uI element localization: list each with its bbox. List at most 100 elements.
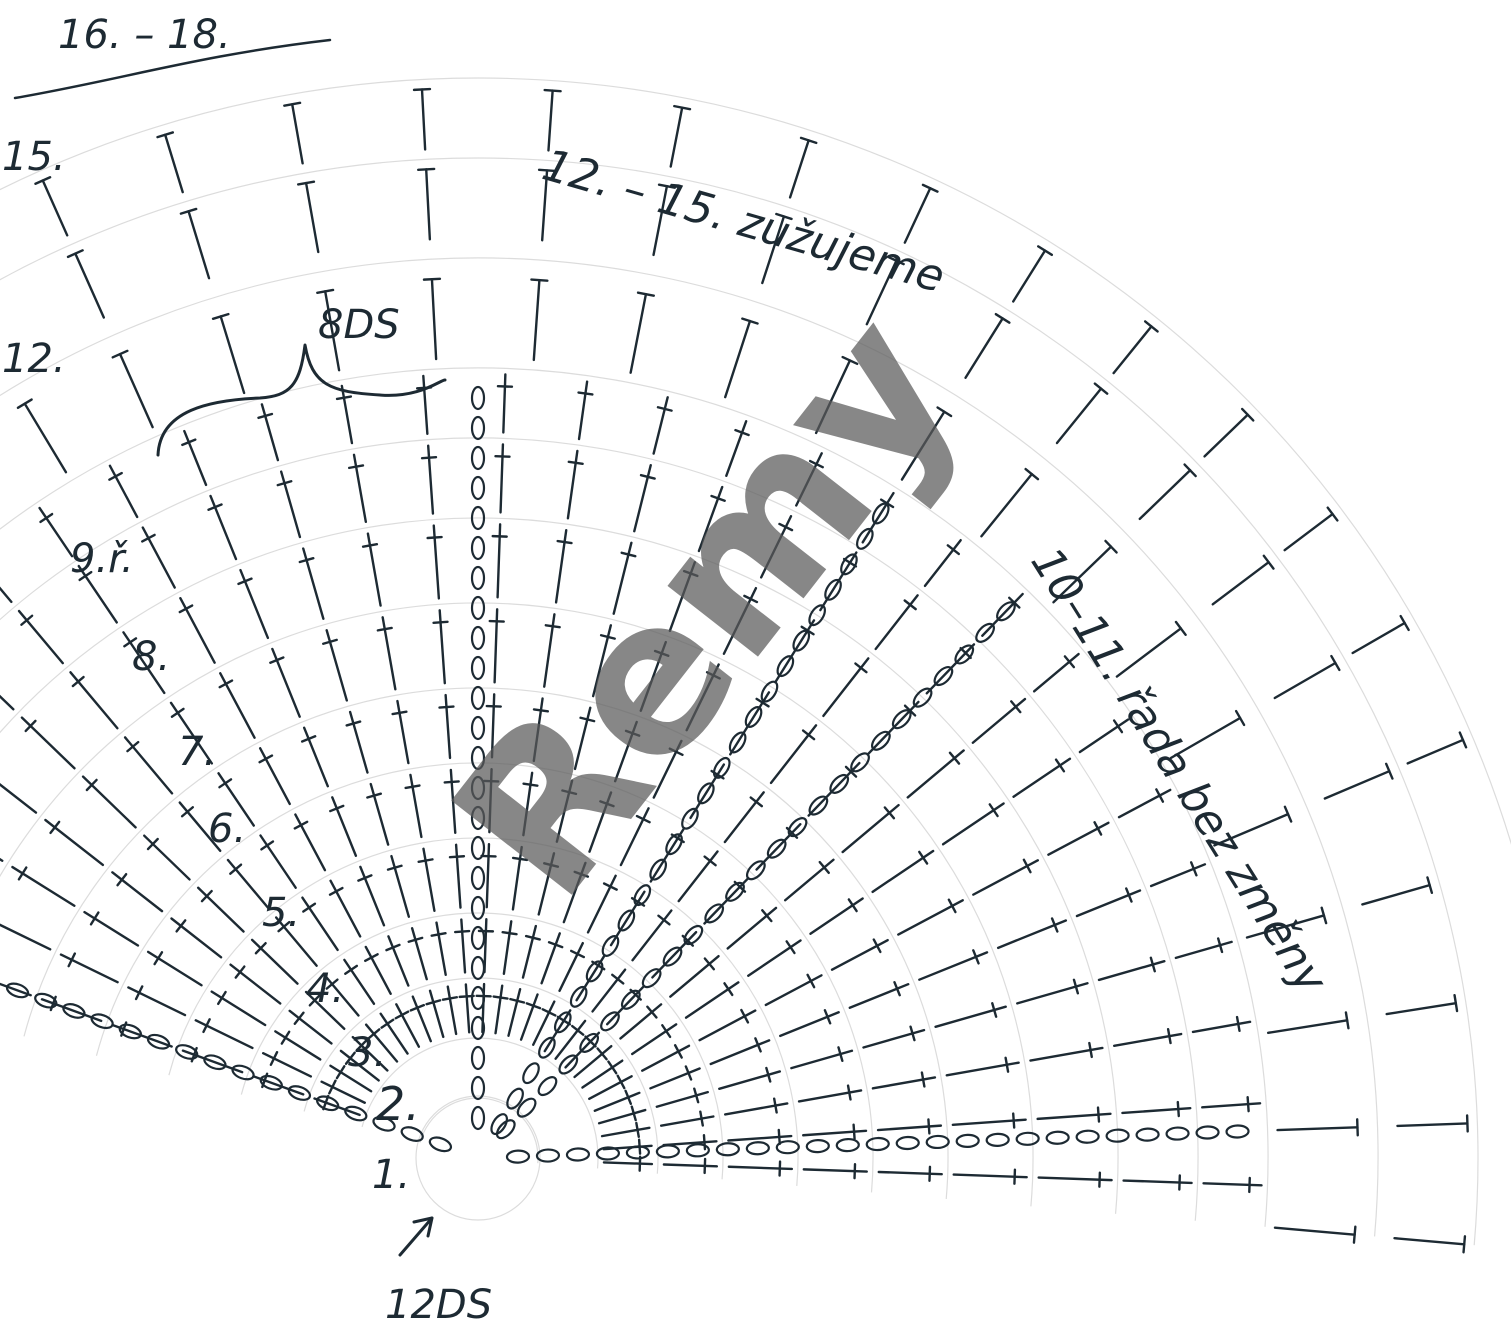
stitch-bar — [156, 131, 175, 139]
stitch-bar — [441, 996, 458, 1001]
stitch-bar — [49, 820, 61, 835]
stitch-bar — [269, 656, 285, 664]
stitch-post — [483, 917, 488, 974]
stitch-post — [723, 791, 765, 844]
stitch-post — [226, 858, 270, 910]
chain-stitch — [287, 1085, 312, 1101]
stitch-post — [779, 1011, 840, 1038]
watermark: Remy — [406, 270, 1005, 941]
chain-stitch — [505, 1149, 531, 1164]
chain-stitch — [118, 1023, 142, 1040]
stitch-post — [446, 985, 458, 1036]
stitch-post — [876, 1124, 943, 1132]
stitch-post — [602, 1161, 654, 1166]
chain-stitch — [595, 1146, 621, 1161]
stitch-post — [1245, 914, 1326, 939]
stitch-bar — [1004, 1056, 1010, 1073]
row-guide-arc — [303, 977, 659, 1174]
stitch-bar — [211, 312, 230, 320]
chain-stitch — [470, 535, 486, 561]
stitch-post — [511, 845, 523, 911]
stitch-bar — [322, 1094, 330, 1111]
chain-stitch — [470, 1015, 486, 1041]
stitch-bar — [624, 729, 641, 737]
stitch-bar — [635, 1121, 640, 1138]
chain-stitch — [1045, 1130, 1070, 1145]
row-guide-arc — [0, 367, 1269, 1227]
stitch-post — [1201, 1102, 1262, 1109]
stitch-bar — [409, 1003, 426, 1012]
chain-stitch — [871, 502, 890, 525]
stitch-bar — [417, 858, 434, 864]
stitch-bar — [1050, 917, 1059, 933]
chain-stitch — [62, 1003, 86, 1019]
stitch-bar — [134, 985, 144, 1001]
stitch-bar — [734, 428, 750, 437]
chain-stitch — [601, 935, 620, 957]
stitch-bar — [302, 902, 317, 913]
stitch-bar — [175, 919, 187, 933]
chain-stitch — [776, 655, 795, 678]
stitch-bar — [200, 889, 213, 903]
stitch-post — [797, 1089, 863, 1103]
stitch-post — [83, 910, 140, 947]
stitch-bar — [153, 951, 164, 966]
stitch-post — [274, 1030, 322, 1061]
stitch-post — [490, 693, 496, 759]
stitch-post — [196, 886, 245, 933]
chain-stitch — [470, 745, 486, 771]
stitch-post — [684, 981, 740, 1019]
stitch-post — [547, 89, 554, 152]
stitch-bar — [635, 814, 651, 824]
stitch-bar — [1344, 1011, 1350, 1030]
stitch-bar — [361, 543, 379, 548]
stitch-post — [652, 396, 669, 455]
stitch-bar — [126, 740, 140, 753]
stitch-bar — [407, 936, 424, 943]
stitch-post — [351, 1035, 389, 1072]
chain-stitch — [850, 752, 870, 773]
stitch-bar — [16, 398, 33, 410]
chain-stitch — [1015, 1131, 1040, 1146]
chain-stitch — [558, 1054, 579, 1075]
stitch-bar — [740, 1008, 750, 1024]
stitch-post — [111, 1023, 173, 1048]
chain-stitch — [787, 817, 808, 838]
stitch-bar — [17, 866, 28, 881]
stitch-bar — [335, 395, 353, 401]
stitch-bar — [567, 460, 584, 466]
stitch-bar — [1320, 906, 1328, 925]
stitch-post — [485, 842, 491, 909]
stitch-bar — [673, 1044, 683, 1059]
stitch-bar — [883, 806, 896, 820]
chain-stitch — [569, 985, 588, 1008]
stitch-post — [379, 1012, 409, 1055]
stitch-bar — [357, 874, 373, 882]
stitch-bar — [1262, 554, 1275, 570]
stitch-post — [1075, 889, 1142, 918]
stitch-post — [619, 807, 650, 867]
chain-stitch — [470, 655, 486, 681]
stitch-bar — [602, 882, 618, 891]
stitch-bar — [972, 949, 980, 965]
stitch-post — [183, 429, 208, 487]
stitch-bar — [846, 1084, 852, 1101]
stitch-bar — [630, 1105, 637, 1122]
chain-stitch — [470, 1105, 486, 1131]
stitch-post — [764, 974, 823, 1007]
stitch-post — [761, 215, 786, 285]
stitch-bar — [511, 856, 529, 862]
chain-stitch — [600, 1011, 620, 1032]
stitch-post — [562, 861, 587, 924]
stitch-bar — [348, 464, 365, 470]
stitch-bar — [1093, 821, 1103, 836]
chain-stitch — [538, 1036, 556, 1059]
stitch-bar — [1330, 654, 1341, 672]
stitch-post — [343, 958, 376, 1005]
stitch-post — [540, 169, 549, 242]
stitch-post — [494, 984, 504, 1035]
row-label-7: 7. — [178, 729, 216, 775]
stitch-bar — [355, 1039, 368, 1052]
stitch-post — [662, 1140, 718, 1147]
stitch-bar — [1189, 861, 1198, 877]
